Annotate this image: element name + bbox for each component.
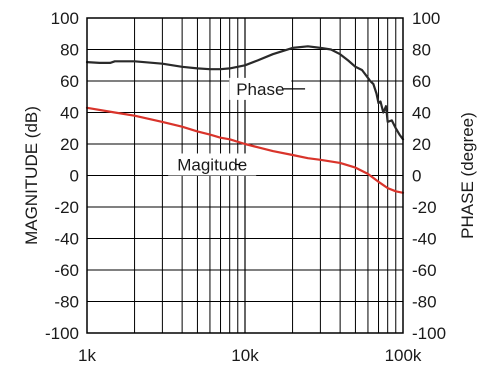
- grid: [87, 18, 403, 333]
- y2-tick-label: -80: [412, 293, 437, 312]
- y-tick-label: 100: [51, 9, 79, 28]
- y2-tick-label: -40: [412, 230, 437, 249]
- y2-axis-title: PHASE (degree): [458, 112, 477, 239]
- y-tick-label: 60: [60, 72, 79, 91]
- y-tick-label: -100: [45, 324, 79, 343]
- y2-tick-label: -60: [412, 261, 437, 280]
- ticks-layer: -100 -80 -60 -40 -20 0 20 40 60 80 100 -100 -80 -60 -4…: [45, 9, 446, 365]
- x-tick-label: 10k: [231, 346, 259, 365]
- y-tick-label: -20: [54, 198, 79, 217]
- y2-tick-label: 0: [412, 167, 421, 186]
- annotation-magnitude: Magitude: [177, 155, 247, 174]
- y-tick-label: 40: [60, 104, 79, 123]
- series-line-magitude: [85, 106, 405, 194]
- y2-tick-label: 40: [412, 104, 431, 123]
- y-tick-label: 80: [60, 41, 79, 60]
- y-tick-label: -40: [54, 230, 79, 249]
- annotations-layer: Phase Magitude: [168, 77, 306, 176]
- annotation-phase: Phase: [236, 80, 284, 99]
- y-axis-title: MAGNITUDE (dB): [22, 106, 41, 245]
- y-tick-label: -80: [54, 293, 79, 312]
- y2-tick-label: 80: [412, 41, 431, 60]
- y2-tick-label: -100: [412, 324, 446, 343]
- y2-tick-label: 100: [412, 9, 440, 28]
- y2-tick-label: -20: [412, 198, 437, 217]
- series-layer: [85, 45, 405, 194]
- annotation-magnitude-box: [168, 153, 257, 176]
- y-tick-label: -60: [54, 261, 79, 280]
- x-tick-label: 100k: [385, 346, 422, 365]
- y2-tick-label: 60: [412, 72, 431, 91]
- annotation-phase-box: [229, 77, 292, 100]
- y2-tick-label: 20: [412, 135, 431, 154]
- x-tick-label: 1k: [78, 346, 96, 365]
- plot-frame: [86, 17, 404, 334]
- y-tick-label: 20: [60, 135, 79, 154]
- y-tick-label: 0: [70, 167, 79, 186]
- series-line-phase: [85, 45, 405, 141]
